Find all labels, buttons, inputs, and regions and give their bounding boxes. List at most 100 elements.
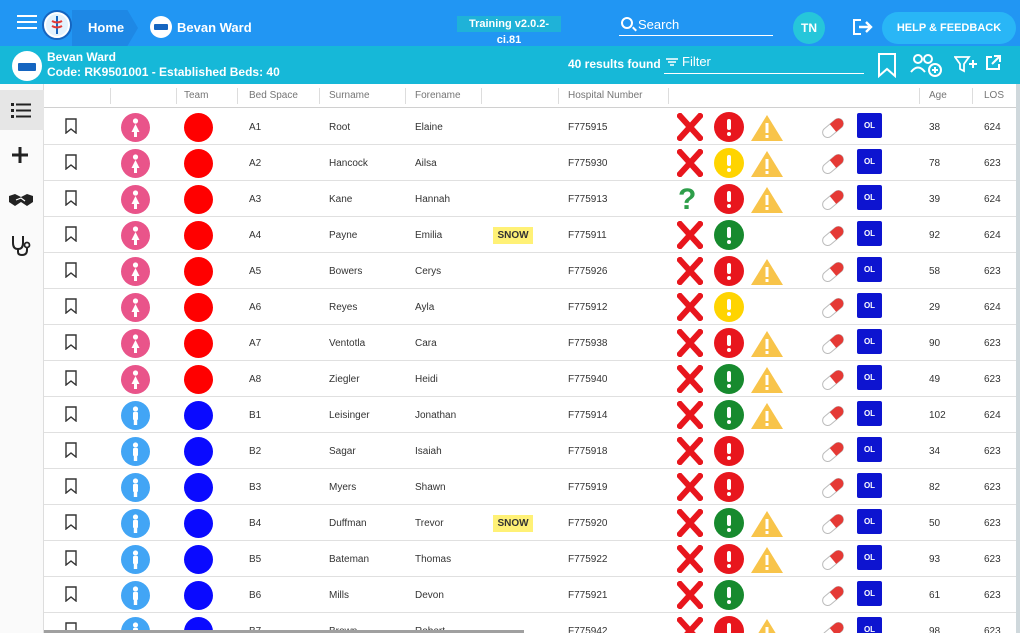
add-group-icon[interactable]	[909, 52, 943, 78]
bookmark-icon[interactable]	[65, 154, 77, 170]
cross-icon[interactable]	[677, 113, 703, 141]
table-row[interactable]: A8 Ziegler Heidi F775940 OL 49 623	[44, 361, 1020, 397]
bookmark-icon[interactable]	[65, 586, 77, 602]
ol-badge[interactable]: OL	[857, 293, 882, 318]
logout-icon[interactable]	[852, 18, 874, 36]
medication-icon[interactable]	[820, 333, 846, 355]
bookmark-icon[interactable]	[65, 334, 77, 350]
bookmark-icon[interactable]	[65, 226, 77, 242]
medication-icon[interactable]	[820, 405, 846, 427]
alert-icon[interactable]	[714, 112, 744, 142]
ol-badge[interactable]: OL	[857, 617, 882, 633]
bookmark-icon[interactable]	[65, 190, 77, 206]
alert-icon[interactable]	[714, 436, 744, 466]
open-external-icon[interactable]	[985, 55, 1001, 71]
alert-icon[interactable]	[714, 580, 744, 610]
cross-icon[interactable]	[677, 257, 703, 285]
search-input[interactable]: Search	[619, 14, 773, 36]
bookmark-icon[interactable]	[65, 514, 77, 530]
breadcrumb-ward-label[interactable]: Bevan Ward	[177, 20, 252, 35]
ol-badge[interactable]: OL	[857, 545, 882, 570]
alert-icon[interactable]	[714, 292, 744, 322]
ol-badge[interactable]: OL	[857, 329, 882, 354]
bookmark-icon[interactable]	[65, 622, 77, 633]
medication-icon[interactable]	[820, 477, 846, 499]
column-header-hospital-number[interactable]: Hospital Number	[568, 90, 643, 101]
column-header-bed-space[interactable]: Bed Space	[249, 90, 298, 101]
cross-icon[interactable]	[677, 509, 703, 537]
ol-badge[interactable]: OL	[857, 365, 882, 390]
warning-icon[interactable]	[750, 366, 784, 394]
medication-icon[interactable]	[820, 261, 846, 283]
bookmark-icon[interactable]	[877, 52, 897, 78]
unknown-status-icon[interactable]: ?	[678, 183, 697, 216]
cross-icon[interactable]	[677, 617, 703, 633]
alert-icon[interactable]	[714, 400, 744, 430]
table-row[interactable]: A2 Hancock Ailsa F775930 OL 78 623	[44, 145, 1020, 181]
table-row[interactable]: A4 Payne Emilia SNOW F775911 OL 92 624	[44, 217, 1020, 253]
cross-icon[interactable]	[677, 545, 703, 573]
table-row[interactable]: B6 Mills Devon F775921 OL 61 623	[44, 577, 1020, 613]
table-row[interactable]: A1 Root Elaine F775915 OL 38 624	[44, 109, 1020, 145]
cross-icon[interactable]	[677, 221, 703, 249]
warning-icon[interactable]	[750, 186, 784, 214]
medication-icon[interactable]	[820, 225, 846, 247]
menu-icon[interactable]	[17, 15, 37, 31]
table-row[interactable]: A3 Kane Hannah F775913? OL 39 624	[44, 181, 1020, 217]
alert-icon[interactable]	[714, 148, 744, 178]
bookmark-icon[interactable]	[65, 262, 77, 278]
column-header-surname[interactable]: Surname	[329, 90, 370, 101]
medication-icon[interactable]	[820, 513, 846, 535]
cross-icon[interactable]	[677, 149, 703, 177]
ol-badge[interactable]: OL	[857, 401, 882, 426]
cross-icon[interactable]	[677, 401, 703, 429]
breadcrumb-home-label[interactable]: Home	[88, 20, 125, 35]
ol-badge[interactable]: OL	[857, 581, 882, 606]
bookmark-icon[interactable]	[65, 370, 77, 386]
warning-icon[interactable]	[750, 402, 784, 430]
horizontal-scrollbar[interactable]	[44, 630, 524, 633]
medication-icon[interactable]	[820, 297, 846, 319]
medication-icon[interactable]	[820, 585, 846, 607]
ol-badge[interactable]: OL	[857, 257, 882, 282]
vertical-scrollbar[interactable]	[1016, 84, 1020, 633]
cross-icon[interactable]	[677, 473, 703, 501]
table-row[interactable]: B3 Myers Shawn F775919 OL 82 623	[44, 469, 1020, 505]
cross-icon[interactable]	[677, 329, 703, 357]
warning-icon[interactable]	[750, 330, 784, 358]
column-header-forename[interactable]: Forename	[415, 90, 461, 101]
warning-icon[interactable]	[750, 150, 784, 178]
alert-icon[interactable]	[714, 508, 744, 538]
ol-badge[interactable]: OL	[857, 113, 882, 138]
cross-icon[interactable]	[677, 293, 703, 321]
ol-badge[interactable]: OL	[857, 509, 882, 534]
table-row[interactable]: A5 Bowers Cerys F775926 OL 58 623	[44, 253, 1020, 289]
sidebar-item-clinical[interactable]	[0, 224, 44, 264]
medication-icon[interactable]	[820, 549, 846, 571]
column-header-los[interactable]: LOS	[984, 90, 1005, 101]
warning-icon[interactable]	[750, 114, 784, 142]
medication-icon[interactable]	[820, 117, 846, 139]
cross-icon[interactable]	[677, 581, 703, 609]
sidebar-item-add[interactable]	[0, 136, 44, 176]
alert-icon[interactable]	[714, 256, 744, 286]
table-row[interactable]: B7 Brown Robert F775942 OL 98 623	[44, 613, 1020, 633]
bookmark-icon[interactable]	[65, 298, 77, 314]
bookmark-icon[interactable]	[65, 478, 77, 494]
ol-badge[interactable]: OL	[857, 473, 882, 498]
column-header-age[interactable]: Age	[929, 90, 947, 101]
avatar[interactable]: TN	[793, 12, 825, 44]
cross-icon[interactable]	[677, 437, 703, 465]
alert-icon[interactable]	[714, 616, 744, 633]
medication-icon[interactable]	[820, 369, 846, 391]
ol-badge[interactable]: OL	[857, 221, 882, 246]
warning-icon[interactable]	[750, 510, 784, 538]
medication-icon[interactable]	[820, 153, 846, 175]
ol-badge[interactable]: OL	[857, 185, 882, 210]
medication-icon[interactable]	[820, 441, 846, 463]
column-header-team[interactable]: Team	[184, 90, 209, 101]
bookmark-icon[interactable]	[65, 550, 77, 566]
table-row[interactable]: B2 Sagar Isaiah F775918 OL 34 623	[44, 433, 1020, 469]
filter-input[interactable]: Filter	[664, 53, 864, 74]
table-row[interactable]: A7 Ventotla Cara F775938 OL 90 623	[44, 325, 1020, 361]
